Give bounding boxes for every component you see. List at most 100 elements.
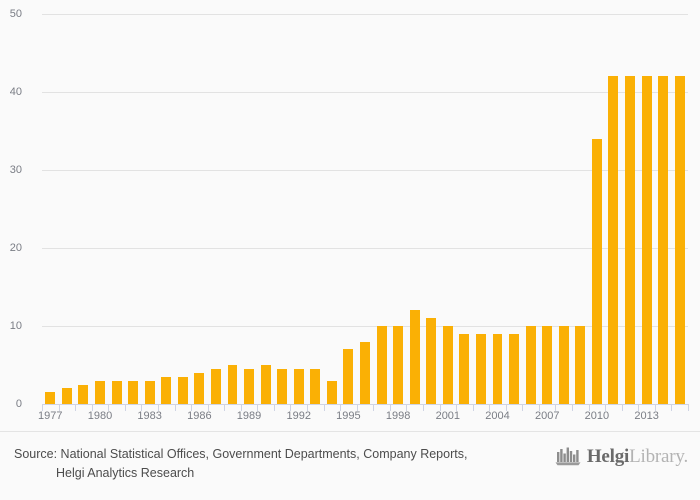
y-axis-tick-label: 40 (9, 86, 22, 98)
y-axis-tick-label: 0 (15, 398, 22, 410)
x-axis-tick-label: 2007 (534, 410, 560, 422)
bar[interactable] (277, 368, 288, 404)
x-axis-tick (273, 404, 275, 411)
y-gridline (42, 14, 688, 15)
bar[interactable] (442, 326, 453, 404)
brand-name-secondary: Library. (629, 445, 688, 467)
bar[interactable] (409, 310, 420, 404)
y-gridline (42, 326, 688, 327)
books-shelf-icon (555, 447, 581, 466)
bar[interactable] (326, 380, 337, 404)
bar[interactable] (509, 333, 520, 404)
bar[interactable] (343, 349, 354, 404)
bar[interactable] (393, 326, 404, 404)
bar[interactable] (658, 76, 669, 404)
bar[interactable] (161, 376, 172, 404)
x-axis-tick (323, 404, 325, 411)
x-axis-tick (688, 404, 689, 411)
bar[interactable] (376, 326, 387, 404)
x-axis-tick (356, 404, 358, 411)
x-axis-tick (588, 404, 590, 411)
bar[interactable] (61, 388, 72, 404)
y-axis-tick-label: 30 (9, 164, 22, 176)
x-axis-tick-label: 1977 (38, 410, 63, 422)
bar[interactable] (45, 392, 56, 404)
bar[interactable] (293, 368, 304, 404)
bar[interactable] (177, 376, 188, 404)
x-axis-tick (654, 404, 656, 411)
bar[interactable] (492, 333, 503, 404)
bar[interactable] (227, 365, 238, 404)
bar[interactable] (128, 380, 139, 404)
bars-layer (42, 14, 688, 404)
x-axis-tick (108, 404, 110, 411)
x-axis-tick-label: 1986 (187, 410, 212, 422)
x-axis-tick (456, 404, 458, 411)
x-axis-tick-label: 2001 (435, 410, 461, 422)
x-axis-tick (174, 404, 176, 411)
x-axis-tick (605, 404, 607, 411)
x-axis-tick (42, 404, 43, 411)
x-axis-tick (572, 404, 574, 411)
x-axis-tick (621, 404, 623, 411)
bar[interactable] (608, 76, 619, 404)
x-axis-tick-label: 1995 (336, 410, 361, 422)
x-axis-tick-label: 1992 (286, 410, 311, 422)
x-axis-tick (207, 404, 209, 411)
x-axis-tick (472, 404, 474, 411)
footer-divider (0, 431, 700, 432)
brand-name: HelgiLibrary. (587, 447, 688, 466)
x-axis-tick (191, 404, 193, 411)
bar[interactable] (95, 380, 105, 404)
x-axis-tick-label: 2010 (584, 410, 610, 422)
bar[interactable] (426, 318, 437, 404)
x-axis-labels: 1977 1980 1983 1986 1989 1992 1995 1998 2001 2004… (38, 410, 688, 428)
x-axis-tick (373, 404, 375, 411)
source-line-2: Helgi Analytics Research (56, 466, 195, 481)
bar[interactable] (78, 384, 89, 404)
bar[interactable] (459, 333, 470, 404)
bar[interactable] (144, 380, 155, 404)
bar[interactable] (260, 365, 271, 404)
bar[interactable] (360, 341, 370, 404)
x-axis-tick-label: 1989 (236, 410, 262, 422)
x-axis-tick (505, 404, 507, 411)
x-axis-tick-label: 2004 (485, 410, 510, 422)
bar[interactable] (194, 372, 205, 404)
x-axis-tick-label: 1998 (385, 410, 411, 422)
x-axis-tick (389, 404, 391, 411)
y-gridline (42, 404, 688, 405)
bar[interactable] (641, 76, 652, 404)
bar[interactable] (111, 380, 122, 404)
x-axis-tick (489, 404, 491, 411)
bar[interactable] (525, 326, 536, 404)
x-axis-tick (671, 404, 673, 411)
x-axis-tick (257, 404, 259, 411)
bar[interactable] (542, 326, 553, 404)
bar[interactable] (244, 368, 255, 404)
x-axis-tick (75, 404, 77, 411)
x-axis-tick-label: 2013 (634, 410, 659, 422)
x-axis-tick (91, 404, 93, 411)
x-axis-tick (240, 404, 242, 411)
bar[interactable] (210, 368, 221, 404)
helgi-library-logo[interactable]: HelgiLibrary. (555, 446, 688, 466)
x-axis-tick (340, 404, 342, 411)
x-axis-tick (307, 404, 309, 411)
x-axis-tick (141, 404, 143, 411)
bar[interactable] (310, 368, 321, 404)
plot-area: 0 10 20 30 40 50 (10, 9, 688, 410)
bar[interactable] (674, 76, 685, 404)
x-axis-tick-label: 1983 (137, 410, 162, 422)
bar[interactable] (575, 326, 586, 404)
bar[interactable] (625, 76, 635, 404)
x-axis-tick (406, 404, 408, 411)
bar[interactable] (475, 333, 486, 404)
y-gridline (42, 92, 688, 93)
x-axis-tick (638, 404, 640, 411)
bar[interactable] (591, 138, 602, 404)
y-axis-tick-label: 10 (9, 320, 22, 332)
x-axis-tick (439, 404, 441, 411)
bar[interactable] (558, 326, 569, 404)
